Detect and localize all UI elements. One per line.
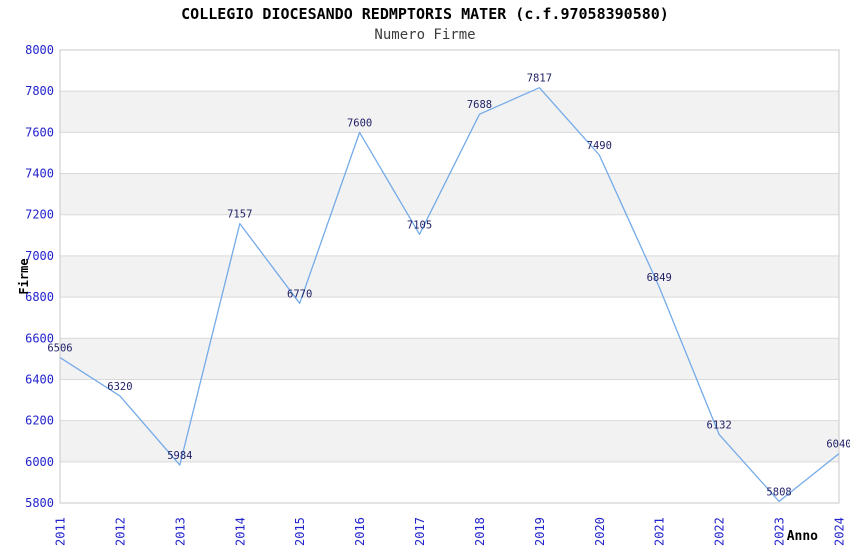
x-tick-label: 2023 xyxy=(773,517,787,546)
grid-band xyxy=(60,255,839,298)
point-label: 6849 xyxy=(647,272,672,284)
point-label: 6132 xyxy=(707,420,732,432)
y-tick-label: 8000 xyxy=(25,43,54,57)
point-label: 5808 xyxy=(766,486,791,498)
y-tick-label: 6400 xyxy=(25,372,54,386)
grid-band xyxy=(60,338,839,380)
point-label: 6770 xyxy=(287,288,312,300)
x-tick-label: 2013 xyxy=(173,517,187,546)
x-tick-label: 2022 xyxy=(713,517,727,546)
x-tick-label: 2011 xyxy=(54,517,68,546)
y-tick-label: 5800 xyxy=(25,496,54,510)
point-label: 6320 xyxy=(107,381,132,393)
chart-subtitle: Numero Firme xyxy=(374,27,476,43)
x-tick-label: 2014 xyxy=(233,517,247,546)
series-line xyxy=(59,87,840,503)
x-tick-label: 2016 xyxy=(353,517,367,546)
chart-title: COLLEGIO DIOCESANDO REDMPTORIS MATER (c.… xyxy=(181,5,669,23)
y-tick-label: 7800 xyxy=(25,84,54,98)
grid-band xyxy=(60,173,839,215)
grid-band xyxy=(60,91,839,133)
x-tick-label: 2017 xyxy=(413,517,427,546)
y-tick-label: 6000 xyxy=(25,455,54,469)
y-tick-label: 7400 xyxy=(25,167,54,181)
x-tick-label: 2019 xyxy=(533,517,547,546)
point-label: 7600 xyxy=(347,117,372,129)
y-tick-label: 7600 xyxy=(25,125,54,139)
y-tick-label: 6600 xyxy=(25,331,54,345)
plot-border xyxy=(59,49,840,504)
point-label: 6040 xyxy=(826,439,850,451)
point-label: 7688 xyxy=(467,99,492,111)
y-tick-label: 7200 xyxy=(25,208,54,222)
x-tick-label: 2024 xyxy=(833,517,847,546)
point-label: 7105 xyxy=(407,219,432,231)
y-tick-label: 6200 xyxy=(25,414,54,428)
x-tick-label: 2015 xyxy=(293,517,307,546)
point-label: 6506 xyxy=(47,343,72,355)
y-axis-title: Firme xyxy=(17,258,31,294)
y-tick-label: 7000 xyxy=(25,249,54,263)
x-tick-label: 2012 xyxy=(113,517,127,546)
x-axis-title: Anno xyxy=(787,529,818,544)
x-tick-label: 2021 xyxy=(653,517,667,546)
point-label: 7157 xyxy=(227,209,252,221)
point-label: 7490 xyxy=(587,140,612,152)
x-tick-label: 2018 xyxy=(473,517,487,546)
grid-band xyxy=(60,420,839,462)
x-tick-label: 2020 xyxy=(593,517,607,546)
point-label: 7817 xyxy=(527,73,552,85)
y-tick-label: 6800 xyxy=(25,290,54,304)
point-label: 5984 xyxy=(167,450,192,462)
